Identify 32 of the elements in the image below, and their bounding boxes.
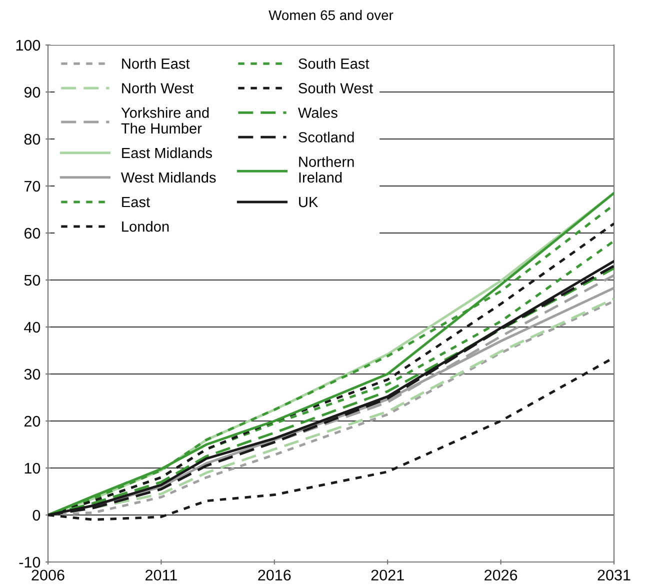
y-tick-label: 10 — [24, 462, 40, 474]
chart-title: Women 65 and over — [268, 10, 394, 20]
legend-label: Yorkshire and The Humber — [121, 107, 209, 134]
y-tick-label: 100 — [16, 40, 40, 51]
legend-label: London — [122, 221, 169, 232]
y-tick-label: 60 — [24, 228, 40, 239]
y-tick-label: -10 — [19, 556, 40, 568]
legend-label: North West — [122, 82, 194, 94]
y-tick-label: 0 — [32, 510, 40, 521]
legend-label: East — [122, 197, 150, 208]
x-tick-label: 2026 — [484, 570, 518, 581]
x-tick-label: 2031 — [598, 570, 630, 581]
legend-label: UK — [299, 197, 318, 208]
legend-label: South West — [298, 82, 373, 94]
y-tick-label: 20 — [24, 416, 40, 427]
legend-label: Scotland — [298, 132, 354, 142]
y-tick-label: 50 — [24, 274, 40, 286]
legend-label: North East — [122, 58, 190, 69]
y-tick-label: 90 — [24, 86, 40, 98]
legend-label: Wales — [298, 107, 338, 118]
legend-label: South East — [298, 58, 370, 69]
legend-label: Northern Ireland — [299, 156, 354, 183]
y-tick-label: 40 — [24, 322, 40, 333]
x-tick-label: 2021 — [371, 570, 404, 581]
y-tick-label: 80 — [24, 134, 40, 145]
y-tick-label: 70 — [24, 180, 40, 192]
x-tick-label: 2011 — [146, 570, 177, 581]
y-tick-label: 30 — [24, 368, 40, 380]
x-tick-label: 2006 — [32, 570, 64, 581]
x-tick-label: 2016 — [258, 570, 291, 581]
legend-label: East Midlands — [122, 147, 212, 158]
legend-label: West Midlands — [120, 172, 216, 183]
